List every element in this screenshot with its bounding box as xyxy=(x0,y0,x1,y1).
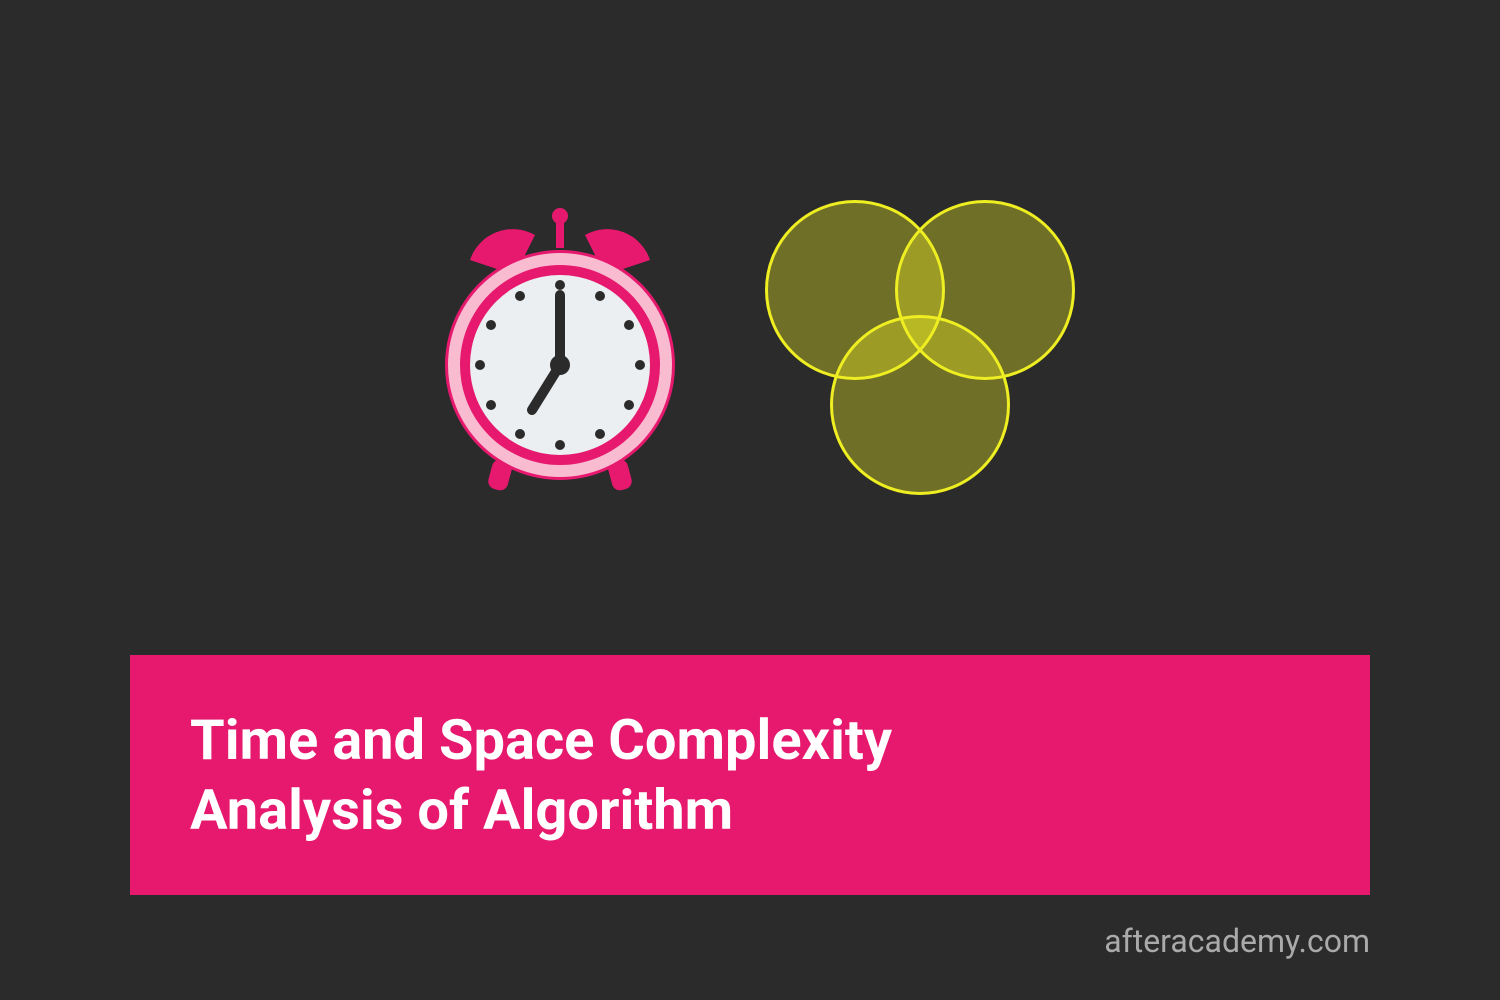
clock-icon xyxy=(420,200,700,500)
venn-diagram-icon xyxy=(760,200,1080,500)
venn-circle xyxy=(830,315,1010,495)
graphics-area xyxy=(0,200,1500,500)
title-line-1: Time and Space Complexity xyxy=(190,707,892,773)
title-banner: Time and Space Complexity Analysis of Al… xyxy=(130,655,1370,895)
title-line-2: Analysis of Algorithm xyxy=(190,777,733,843)
credit-text: afteracademy.com xyxy=(1104,922,1370,960)
page-title: Time and Space Complexity Analysis of Al… xyxy=(190,705,1310,845)
